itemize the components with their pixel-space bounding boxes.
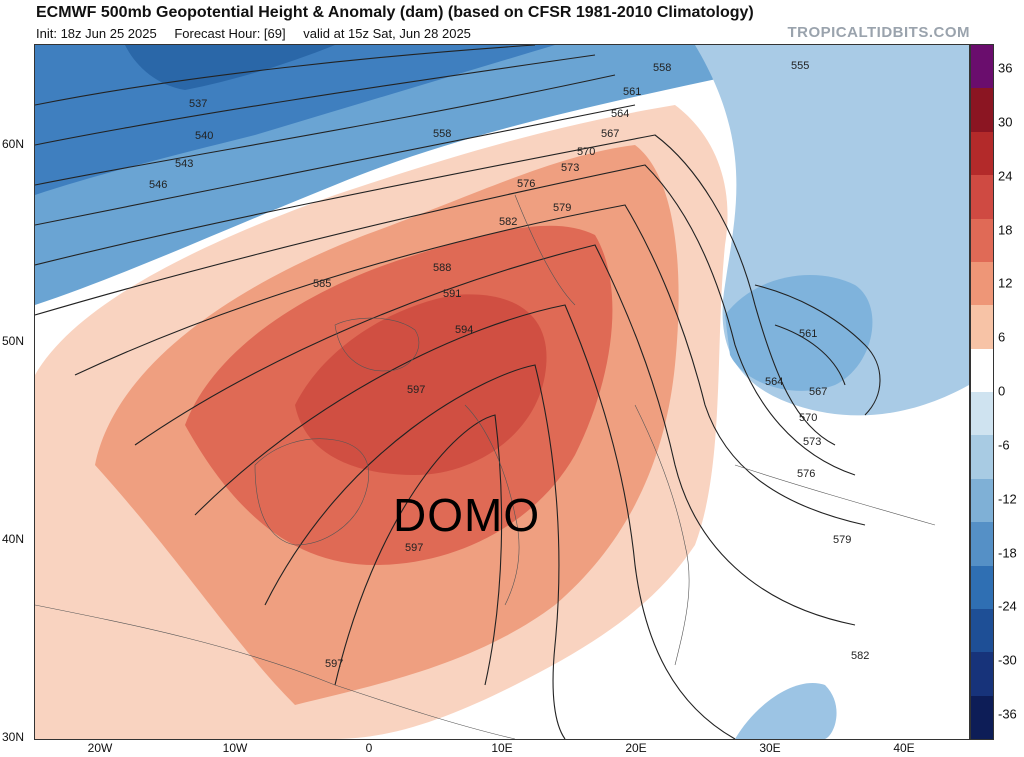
- anomaly-region-negative-nw-core: [125, 45, 335, 90]
- colorbar-label: -12: [998, 491, 1017, 507]
- contour-label: 594: [455, 324, 473, 336]
- colorbar-segment: [971, 652, 993, 696]
- contour-labels: 537 540 543 546 555 558 561 564 567 570 …: [149, 60, 869, 670]
- height-contours: [35, 45, 881, 739]
- colorbar-segment: [971, 261, 993, 306]
- contour-label: 537: [189, 98, 207, 110]
- colorbar-label: -36: [998, 706, 1017, 722]
- valid-time: valid at 15z Sat, Jun 28 2025: [303, 26, 471, 41]
- contour-label: 579: [553, 202, 571, 214]
- contour-label: 555: [791, 60, 809, 72]
- forecast-hour: Forecast Hour: [69]: [174, 26, 286, 41]
- lon-label: 10W: [222, 741, 248, 755]
- contour-label: 597: [407, 384, 425, 396]
- contour-label: 558: [433, 128, 451, 140]
- colorbar-segment: [971, 45, 993, 89]
- colorbar-label: 24: [998, 168, 1013, 184]
- colorbar-label: 36: [998, 60, 1013, 76]
- colorbar-label: 6: [998, 329, 1006, 345]
- contour-label: 570: [577, 146, 595, 158]
- colorbar-segment: [971, 565, 993, 609]
- country-borders: [35, 194, 936, 739]
- contour-label: 573: [561, 162, 579, 174]
- colorbar-segment: [971, 392, 993, 436]
- contour-label: 558: [653, 62, 671, 74]
- lon-label: 20E: [625, 741, 647, 755]
- colorbar-segment: [971, 522, 993, 566]
- contour-label: 597: [325, 658, 343, 670]
- colorbar-segment: [971, 218, 993, 262]
- contour-label: 582: [851, 650, 869, 662]
- anomaly-map: 537 540 543 546 555 558 561 564 567 570 …: [35, 45, 969, 739]
- contour-label: 540: [195, 130, 213, 142]
- lon-label: 40E: [893, 741, 915, 755]
- contour-label: 597: [405, 542, 423, 554]
- contour-label: 573: [803, 436, 821, 448]
- contour-label: 585: [313, 278, 331, 290]
- watermark: TROPICALTIDBITS.COM: [787, 24, 970, 41]
- colorbar-segment: [971, 608, 993, 653]
- contour-label: 567: [809, 386, 827, 398]
- contour-label: 561: [623, 86, 641, 98]
- map-panel: 537 540 543 546 555 558 561 564 567 570 …: [34, 44, 970, 740]
- colorbar-segment: [971, 305, 993, 349]
- overlay-word: DOMO: [393, 489, 541, 541]
- colorbar-label: -6: [998, 437, 1010, 453]
- colorbar-segment: [971, 175, 993, 219]
- lat-label: 40N: [2, 532, 25, 546]
- contour-label: 564: [765, 376, 783, 388]
- map-subtitle: Init: 18z Jun 25 2025 Forecast Hour: [69…: [36, 26, 485, 41]
- contour-label: 561: [799, 328, 817, 340]
- contour-label: 588: [433, 262, 451, 274]
- lon-label: 30E: [759, 741, 781, 755]
- colorbar-label: 18: [998, 222, 1013, 237]
- colorbar-segment: [971, 131, 993, 176]
- contour-label: 543: [175, 158, 193, 170]
- contour-label: 570: [799, 412, 817, 424]
- lon-label: 20W: [87, 741, 113, 755]
- lat-label: 30N: [2, 730, 25, 744]
- contour-label: 576: [797, 468, 815, 480]
- colorbar-label: 30: [998, 114, 1013, 130]
- lat-label: 50N: [2, 334, 25, 348]
- contour-label: 546: [149, 179, 167, 191]
- contour-label: 567: [601, 128, 619, 140]
- colorbar-label: -30: [998, 652, 1017, 668]
- anomaly-region-negative-east-core: [725, 275, 873, 391]
- colorbar-label: -24: [998, 598, 1017, 614]
- colorbar-label: 0: [998, 383, 1006, 399]
- colorbar-segment: [971, 435, 993, 479]
- contour-label: 582: [499, 216, 517, 228]
- colorbar: [970, 44, 994, 740]
- anomaly-region-negative-se: [735, 683, 837, 739]
- lat-label: 60N: [2, 137, 25, 151]
- contour-label: 576: [517, 178, 535, 190]
- lon-label: 10E: [491, 741, 513, 755]
- contour-label: 591: [443, 288, 461, 300]
- colorbar-segment: [971, 478, 993, 523]
- lon-label: 0: [365, 741, 373, 755]
- colorbar-label: 12: [998, 275, 1013, 291]
- colorbar-segment: [971, 348, 993, 392]
- colorbar-label: -18: [998, 545, 1017, 560]
- colorbar-segment: [971, 88, 993, 132]
- contour-label: 564: [611, 108, 629, 120]
- map-title: ECMWF 500mb Geopotential Height & Anomal…: [36, 4, 754, 21]
- colorbar-segment: [971, 695, 993, 739]
- init-time: Init: 18z Jun 25 2025: [36, 26, 157, 41]
- contour-label: 579: [833, 534, 851, 546]
